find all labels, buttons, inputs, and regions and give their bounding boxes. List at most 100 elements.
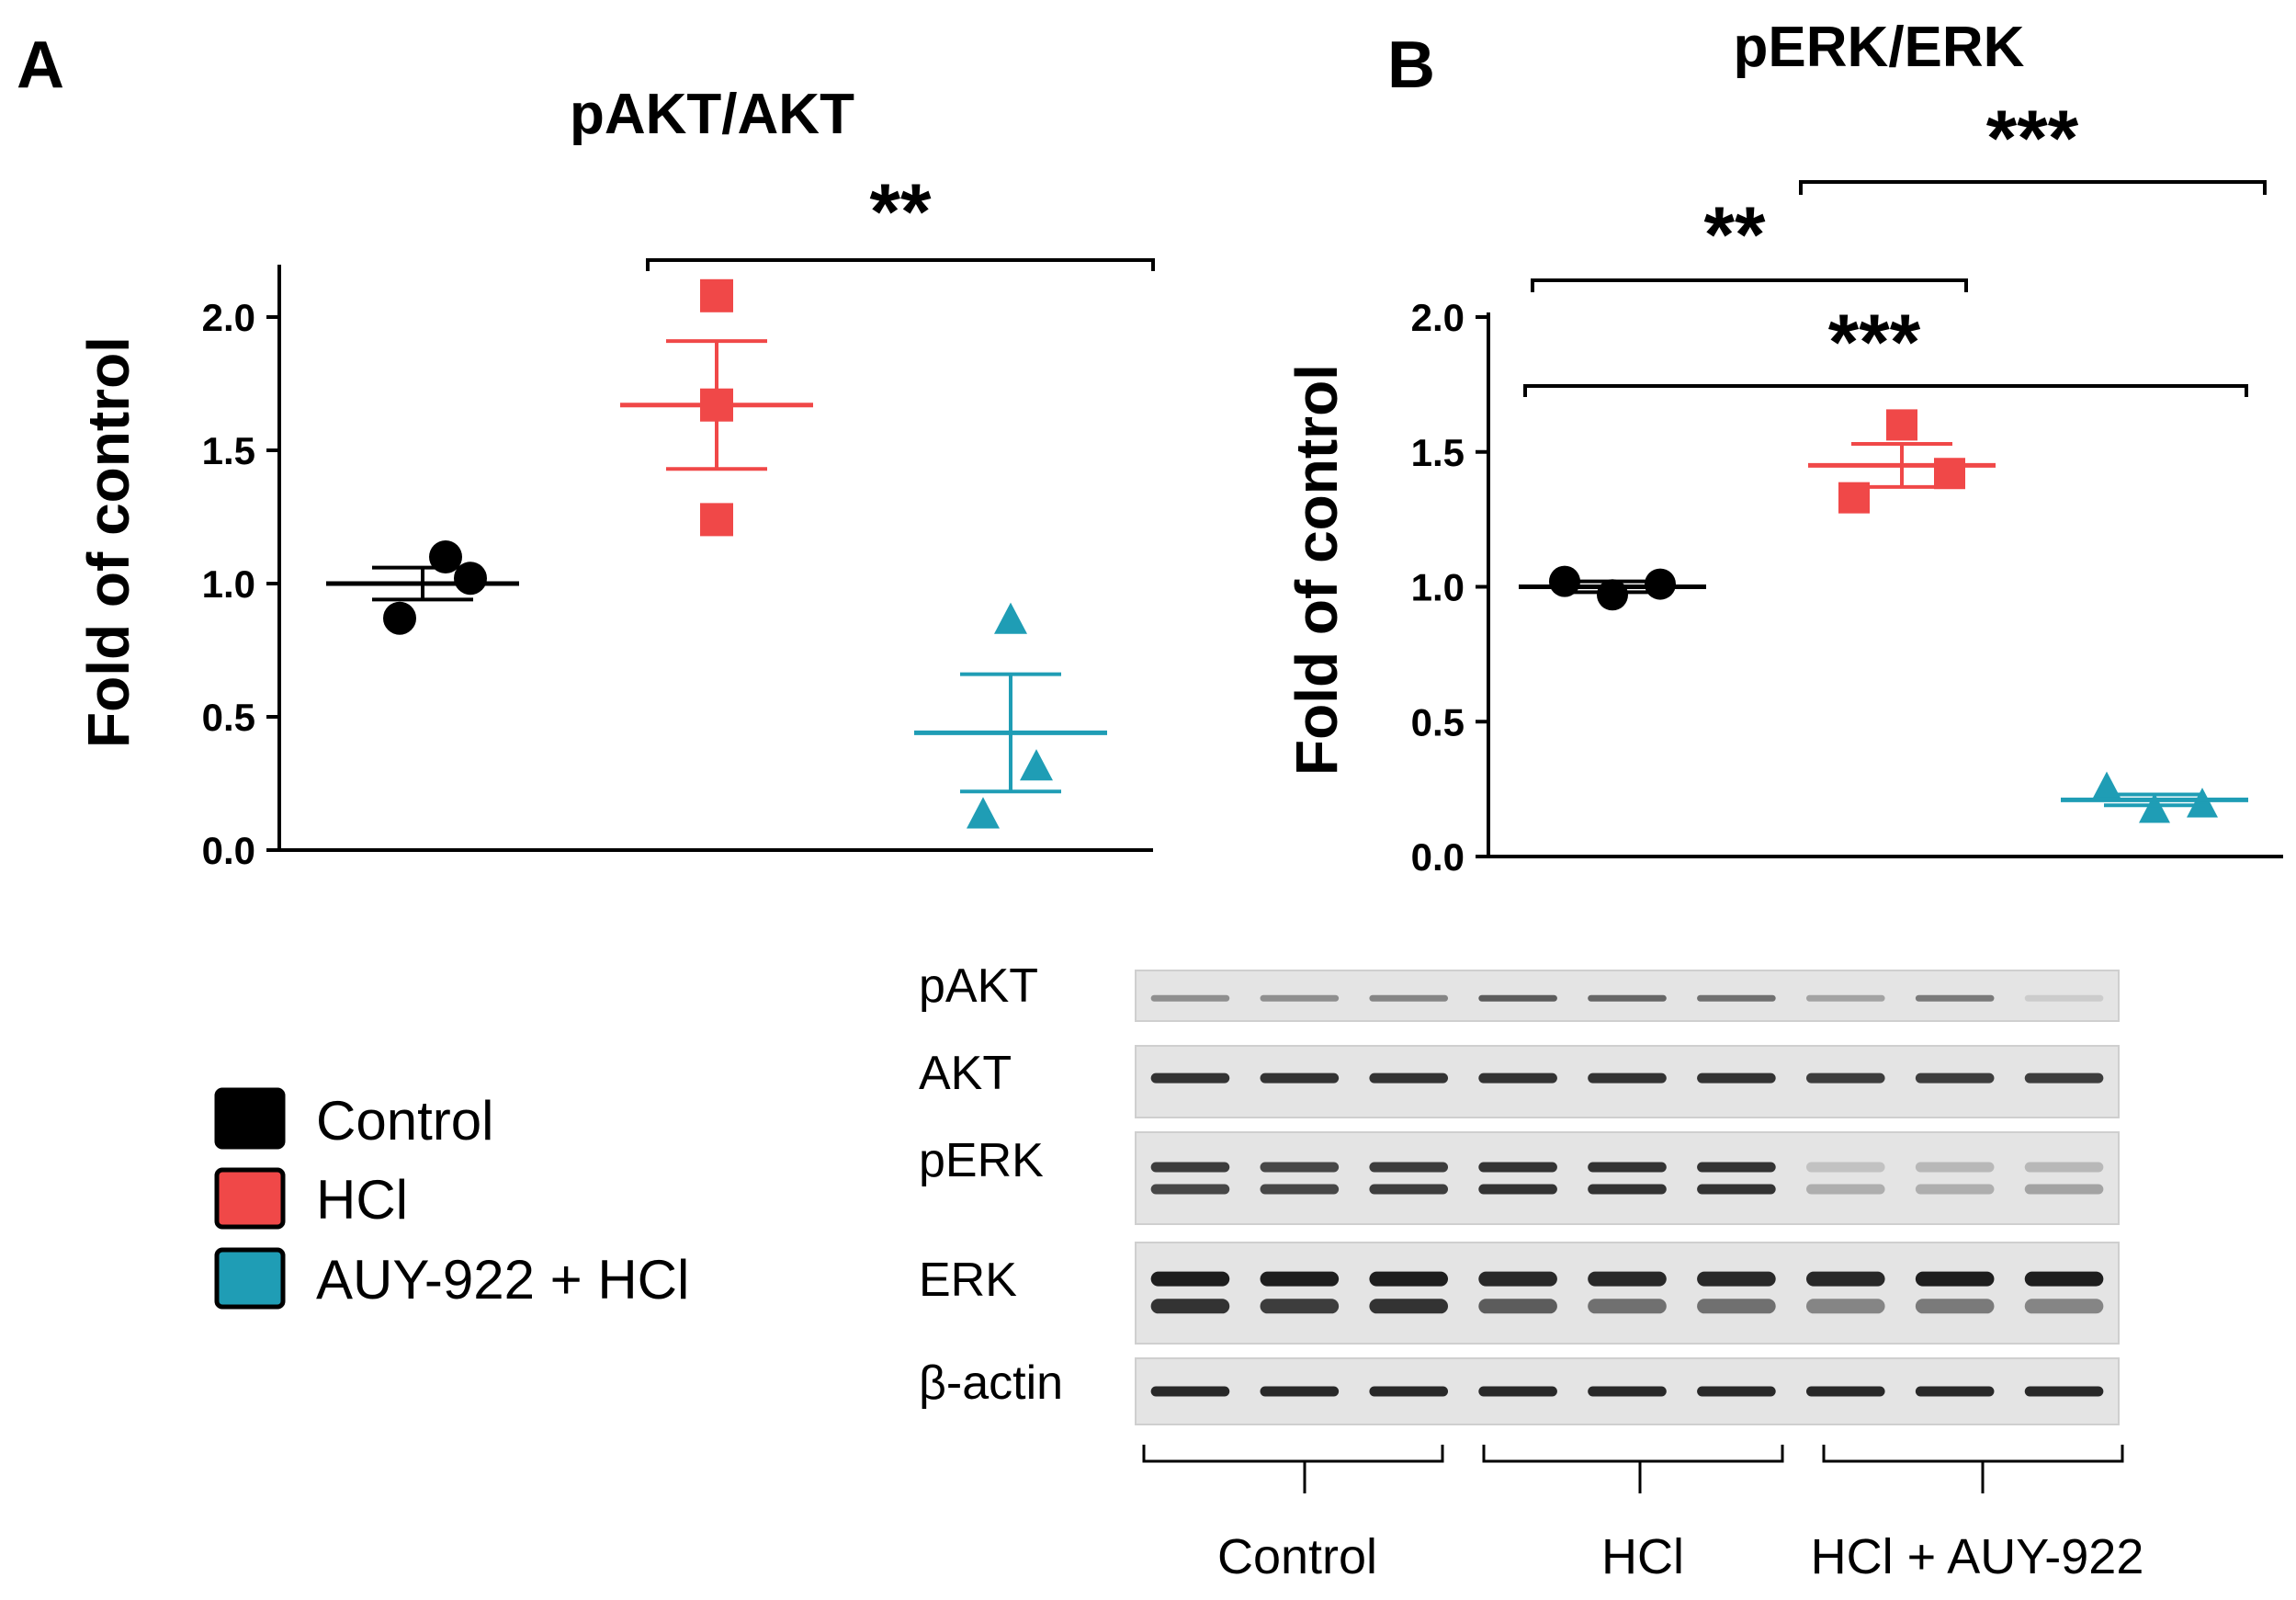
- blot-strips: [1135, 970, 2120, 1425]
- blot-band: [1478, 1271, 1557, 1287]
- blot-band: [1478, 1162, 1557, 1173]
- panel-a-bracket-hcl-auy: [646, 258, 1155, 271]
- blot-band: [1260, 1072, 1340, 1084]
- blot-band: [2024, 1299, 2104, 1314]
- blot-band: [1805, 1072, 1885, 1084]
- blot-band: [1260, 1271, 1340, 1287]
- y-tick-label: 2.0: [1411, 296, 1465, 339]
- panel-b: B pERK/ERK Fold of control 0.0 0.5 1.0 1.5 2…: [1284, 16, 2283, 879]
- blot-group-bracket-control: [1142, 1445, 1444, 1493]
- panel-b-marks: [1519, 409, 2248, 823]
- blot-band: [1260, 1184, 1340, 1195]
- blot-band: [1260, 1162, 1340, 1173]
- panel-b-bracket-control-hcl: [1531, 278, 1968, 292]
- blot-band: [1697, 1386, 1776, 1397]
- blot-band: [1369, 1271, 1449, 1287]
- blot-band: [1260, 1386, 1340, 1397]
- data-point-square: [700, 278, 733, 312]
- blot-band: [1150, 1271, 1230, 1287]
- data-point-square: [700, 503, 733, 537]
- panel-b-significance-label-3: ***: [1828, 299, 1921, 387]
- blot-band: [1805, 1162, 1885, 1173]
- blot-band: [1805, 1184, 1885, 1195]
- panel-a-ticks: 0.0 0.5 1.0 1.5 2.0: [202, 296, 279, 872]
- blot-strip: [1135, 1131, 2120, 1225]
- legend-swatch-auy: [214, 1247, 286, 1310]
- blot-band: [1915, 1386, 1995, 1397]
- data-point-triangle: [1020, 749, 1053, 781]
- blot-band: [1805, 1386, 1885, 1397]
- legend-swatch-control: [214, 1087, 286, 1150]
- blot-band: [2024, 1386, 2104, 1397]
- blot-band: [2024, 1072, 2104, 1084]
- blot-band: [1915, 1184, 1995, 1195]
- blot-band: [2024, 1271, 2104, 1287]
- panel-a-marks: [326, 278, 1107, 829]
- data-point-circle: [454, 562, 487, 596]
- blot-label-pakt: pAKT: [919, 959, 1038, 1013]
- blot-band: [1150, 994, 1230, 1002]
- blot-band: [1260, 994, 1340, 1002]
- blot-band: [1150, 1162, 1230, 1173]
- blot-band: [1369, 1299, 1449, 1314]
- blot-band: [1478, 1184, 1557, 1195]
- data-point-square: [1934, 458, 1965, 490]
- blot-group-bracket-auy: [1822, 1445, 2124, 1493]
- blot-band: [1697, 1184, 1776, 1195]
- blot-band: [1805, 994, 1885, 1002]
- panel-a-y-axis-label: Fold of control: [75, 336, 141, 748]
- blot-label-beta-actin: β-actin: [919, 1356, 1063, 1410]
- blot-band: [2024, 994, 2104, 1002]
- panel-b-bracket-control-auy: [1523, 384, 2248, 397]
- panel-a: A pAKT/AKT Fold of control 0.0 0.5 1.0 1.5 2…: [17, 28, 1155, 872]
- y-tick-label: 0.0: [1411, 835, 1465, 879]
- y-tick-label: 1.0: [202, 562, 255, 606]
- panel-a-title: pAKT/AKT: [570, 83, 854, 146]
- blot-band: [1697, 1072, 1776, 1084]
- blot-band: [1260, 1299, 1340, 1314]
- blot-band: [1369, 1162, 1449, 1173]
- blot-label-perk: pERK: [919, 1134, 1044, 1187]
- blot-group-label-hcl: HCl: [1601, 1529, 1684, 1584]
- blot-band: [1588, 1299, 1667, 1314]
- legend: Control HCl AUY-922 + HCl: [214, 1087, 689, 1311]
- blot-band: [1805, 1271, 1885, 1287]
- blot-band: [1588, 1386, 1667, 1397]
- blot-band: [1369, 994, 1449, 1002]
- blot-band: [1369, 1184, 1449, 1195]
- blot-band: [1478, 994, 1557, 1002]
- blot-strip: [1135, 1242, 2120, 1345]
- panel-b-title: pERK/ERK: [1734, 16, 2025, 79]
- y-tick-label: 1.5: [1411, 431, 1465, 474]
- data-point-triangle: [967, 797, 1000, 829]
- blot-group-bracket-hcl: [1482, 1445, 1784, 1493]
- blot-band: [1588, 1184, 1667, 1195]
- panel-b-ticks: 0.0 0.5 1.0 1.5 2.0: [1411, 296, 1488, 879]
- legend-label-control: Control: [316, 1090, 493, 1152]
- panel-b-significance-label-2: **: [1704, 191, 1766, 279]
- data-point-circle: [1645, 568, 1676, 600]
- panel-b-letter: B: [1387, 28, 1435, 102]
- blot-band: [1915, 1299, 1995, 1314]
- legend-label-auy: AUY-922 + HCl: [316, 1249, 689, 1311]
- blot-label-erk: ERK: [919, 1254, 1017, 1307]
- blot-band: [1588, 1162, 1667, 1173]
- data-point-square: [1886, 409, 1917, 441]
- blot-band: [1478, 1386, 1557, 1397]
- blot-band: [1915, 1072, 1995, 1084]
- blot-band: [1478, 1299, 1557, 1314]
- blot-band: [1478, 1072, 1557, 1084]
- y-tick-label: 1.5: [202, 429, 255, 472]
- blot-group-label-auy: HCl + AUY-922: [1811, 1529, 2144, 1584]
- blot-band: [1697, 994, 1776, 1002]
- legend-swatch-hcl: [214, 1167, 286, 1230]
- data-point-triangle: [994, 602, 1027, 634]
- panel-b-bracket-hcl-auy: [1799, 180, 2267, 195]
- blot-band: [1915, 994, 1995, 1002]
- data-point-triangle: [2139, 793, 2170, 823]
- legend-label-hcl: HCl: [316, 1169, 408, 1231]
- blot-band: [1697, 1162, 1776, 1173]
- blot-band: [1150, 1299, 1230, 1314]
- blot-band: [1805, 1299, 1885, 1314]
